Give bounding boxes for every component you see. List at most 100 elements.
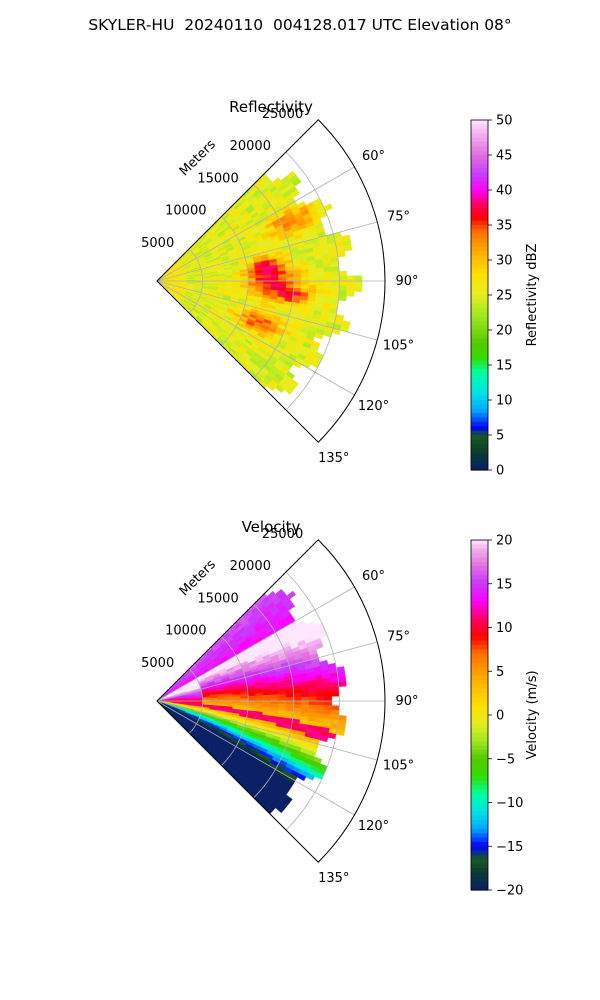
colorbar-swatch: [471, 588, 488, 594]
colorbar-swatch: [471, 649, 488, 655]
colorbar-swatch: [471, 863, 488, 869]
colorbar-swatch: [471, 321, 488, 327]
colorbar-swatch: [471, 417, 488, 423]
field-cell: [338, 680, 347, 687]
field-cell: [270, 697, 279, 702]
field-cell: [331, 709, 340, 716]
velocity-title: Velocity: [242, 518, 301, 536]
colorbar-swatch: [471, 640, 488, 646]
colorbar-swatch: [471, 680, 488, 685]
colorbar-tick-label: −10: [496, 796, 523, 811]
field-cell: [300, 268, 310, 274]
field-cell: [285, 273, 294, 278]
field-cell: [308, 268, 317, 274]
field-cell: [354, 275, 363, 282]
colorbar-swatch: [471, 356, 488, 362]
colorbar-tick-label: 10: [496, 394, 513, 409]
colorbar-swatch: [471, 723, 488, 729]
colorbar-swatch: [471, 754, 488, 760]
field-cell: [308, 700, 317, 706]
colorbar-tick-label: 25: [496, 289, 513, 304]
colorbar-swatch: [471, 570, 488, 576]
colorbar-tick-label: 15: [496, 577, 513, 592]
colorbar-swatch: [471, 273, 488, 279]
colorbar-swatch: [471, 295, 488, 300]
colorbar-swatch: [471, 780, 488, 786]
colorbar-swatch: [471, 120, 488, 125]
colorbar-swatch: [471, 610, 488, 615]
colorbar-swatch: [471, 216, 488, 222]
colorbar-swatch: [471, 859, 488, 865]
colorbar-swatch: [471, 767, 488, 773]
colorbar-swatch: [471, 172, 488, 178]
colorbar-swatch: [471, 728, 488, 734]
azimuth-tick-label: 105°: [383, 339, 414, 354]
field-cell: [315, 683, 324, 689]
colorbar-tick-label: 10: [496, 621, 513, 636]
velocity-panel: Velocity 5000 10000 15000 20000 25000 60° 75°…: [141, 518, 540, 899]
field-cell: [308, 704, 317, 710]
field-cell: [316, 700, 325, 706]
colorbar-swatch: [471, 701, 488, 707]
reflectivity-title: Reflectivity: [229, 98, 313, 116]
field-cell: [331, 691, 340, 697]
field-cell: [301, 696, 310, 702]
colorbar-swatch: [471, 150, 488, 156]
field-cell: [331, 280, 340, 286]
colorbar-swatch: [471, 382, 488, 388]
colorbar-swatch: [471, 841, 488, 847]
colorbar-swatch: [471, 404, 488, 410]
colorbar-swatch: [471, 706, 488, 712]
field-cell: [293, 284, 302, 289]
colorbar-swatch: [471, 242, 488, 248]
colorbar-swatch: [471, 688, 488, 694]
field-cell: [323, 262, 332, 269]
field-cell: [285, 277, 295, 282]
field-cell: [323, 682, 332, 689]
field-cell: [278, 690, 287, 695]
field-cell: [300, 688, 310, 694]
colorbar-swatch: [471, 719, 488, 725]
field-cell: [263, 697, 272, 702]
field-cell: [285, 697, 295, 702]
field-cell: [315, 263, 324, 269]
colorbar-swatch: [471, 448, 488, 454]
colorbar-swatch: [471, 540, 488, 545]
field-cell: [323, 705, 332, 711]
field-cell: [293, 277, 302, 282]
field-cell: [323, 267, 332, 273]
figure-suptitle: SKYLER-HU 20240110 004128.017 UTC Elevat…: [88, 16, 512, 34]
field-cell: [316, 692, 325, 698]
colorbar-swatch: [471, 785, 488, 790]
field-cell: [308, 272, 317, 278]
colorbar-swatch: [471, 758, 488, 764]
colorbar-swatch: [471, 855, 488, 860]
colorbar-tick-label: 35: [496, 219, 513, 234]
field-cell: [307, 264, 317, 270]
field-cell: [315, 687, 325, 693]
field-cell: [293, 700, 302, 705]
field-cell: [291, 177, 302, 187]
field-cell: [301, 700, 310, 706]
colorbar-swatch: [471, 159, 488, 165]
colorbar-swatch: [471, 824, 488, 830]
colorbar-swatch: [471, 684, 488, 690]
field-cell: [278, 700, 287, 705]
azimuth-spoke: [156, 700, 355, 816]
field-cell: [316, 704, 325, 710]
reflectivity-azimuth-ticks: 60° 75° 90° 105° 120° 135°: [318, 149, 418, 466]
field-cell: [330, 681, 340, 688]
colorbar-swatch: [471, 176, 488, 182]
colorbar-swatch: [471, 251, 488, 257]
colorbar-swatch: [471, 793, 488, 799]
colorbar-swatch: [471, 141, 488, 147]
colorbar-swatch: [471, 351, 488, 357]
field-cell: [336, 729, 345, 736]
field-cell: [308, 688, 317, 694]
range-tick-label: 10000: [165, 624, 206, 639]
field-cell: [255, 700, 264, 704]
colorbar-swatch: [471, 820, 488, 825]
field-cell: [255, 280, 264, 284]
field-cell: [240, 696, 249, 700]
field-cell: [301, 280, 310, 286]
